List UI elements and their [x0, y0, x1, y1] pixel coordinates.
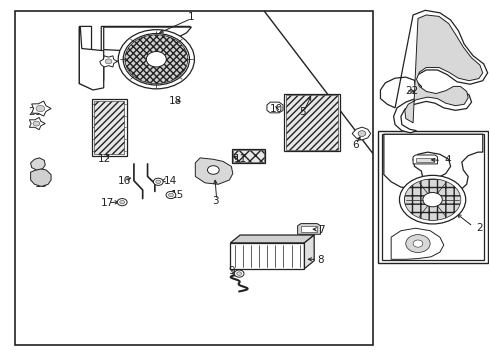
- Polygon shape: [304, 235, 314, 269]
- Polygon shape: [30, 158, 45, 170]
- Ellipse shape: [118, 30, 195, 89]
- Text: 18: 18: [169, 96, 182, 107]
- Circle shape: [404, 179, 461, 220]
- Text: 19: 19: [139, 60, 152, 70]
- Polygon shape: [104, 27, 192, 51]
- Polygon shape: [79, 26, 104, 89]
- Circle shape: [117, 199, 127, 206]
- Circle shape: [413, 240, 423, 247]
- Circle shape: [423, 193, 442, 207]
- Polygon shape: [405, 15, 483, 123]
- Text: 9: 9: [228, 266, 235, 276]
- Bar: [416, 158, 434, 162]
- Polygon shape: [297, 224, 320, 234]
- Text: 1: 1: [188, 13, 195, 22]
- Text: 4: 4: [445, 156, 451, 165]
- Circle shape: [169, 193, 173, 197]
- Polygon shape: [230, 235, 314, 243]
- Bar: [233, 150, 264, 162]
- Bar: [232, 149, 265, 163]
- Circle shape: [153, 178, 163, 185]
- Text: 21: 21: [101, 58, 114, 68]
- Circle shape: [36, 105, 45, 112]
- Text: 8: 8: [317, 255, 324, 265]
- Text: 13: 13: [35, 179, 48, 189]
- Polygon shape: [384, 134, 483, 192]
- Polygon shape: [100, 56, 117, 67]
- Polygon shape: [352, 127, 371, 140]
- Text: 7: 7: [318, 225, 325, 235]
- Polygon shape: [230, 243, 304, 269]
- Circle shape: [147, 52, 166, 66]
- Text: 3: 3: [213, 197, 219, 206]
- Polygon shape: [391, 228, 444, 259]
- Circle shape: [166, 192, 176, 199]
- Circle shape: [406, 235, 430, 252]
- Text: 2: 2: [476, 223, 483, 233]
- Polygon shape: [30, 168, 51, 186]
- Ellipse shape: [123, 33, 190, 85]
- Bar: [15, 12, 373, 345]
- Circle shape: [105, 59, 112, 64]
- Circle shape: [237, 272, 242, 275]
- Circle shape: [358, 131, 366, 136]
- Polygon shape: [140, 57, 155, 70]
- Text: 20: 20: [28, 107, 41, 117]
- Circle shape: [33, 121, 40, 126]
- Text: 15: 15: [171, 190, 184, 201]
- Ellipse shape: [125, 35, 188, 84]
- Polygon shape: [267, 102, 283, 113]
- Polygon shape: [196, 158, 233, 184]
- Polygon shape: [382, 134, 484, 260]
- Bar: [92, 99, 126, 156]
- Bar: [377, 131, 488, 263]
- Circle shape: [207, 166, 219, 174]
- Ellipse shape: [147, 51, 166, 67]
- Text: 22: 22: [405, 86, 418, 96]
- Text: 11: 11: [234, 154, 247, 163]
- Text: 17: 17: [101, 198, 114, 208]
- Bar: [287, 95, 338, 150]
- Polygon shape: [380, 10, 488, 133]
- Circle shape: [120, 201, 124, 204]
- Circle shape: [234, 270, 244, 277]
- Polygon shape: [101, 26, 191, 62]
- Text: 5: 5: [299, 107, 305, 117]
- Polygon shape: [29, 117, 45, 130]
- Polygon shape: [79, 27, 104, 90]
- Bar: [94, 101, 124, 154]
- Circle shape: [399, 175, 466, 224]
- Circle shape: [156, 180, 161, 184]
- Polygon shape: [413, 155, 438, 164]
- Bar: [301, 226, 317, 232]
- Polygon shape: [32, 101, 51, 116]
- Text: 12: 12: [98, 154, 111, 164]
- Text: 16: 16: [118, 176, 131, 186]
- Text: 6: 6: [352, 140, 358, 150]
- Text: 10: 10: [270, 104, 283, 113]
- Text: 14: 14: [164, 176, 177, 186]
- Bar: [284, 94, 340, 152]
